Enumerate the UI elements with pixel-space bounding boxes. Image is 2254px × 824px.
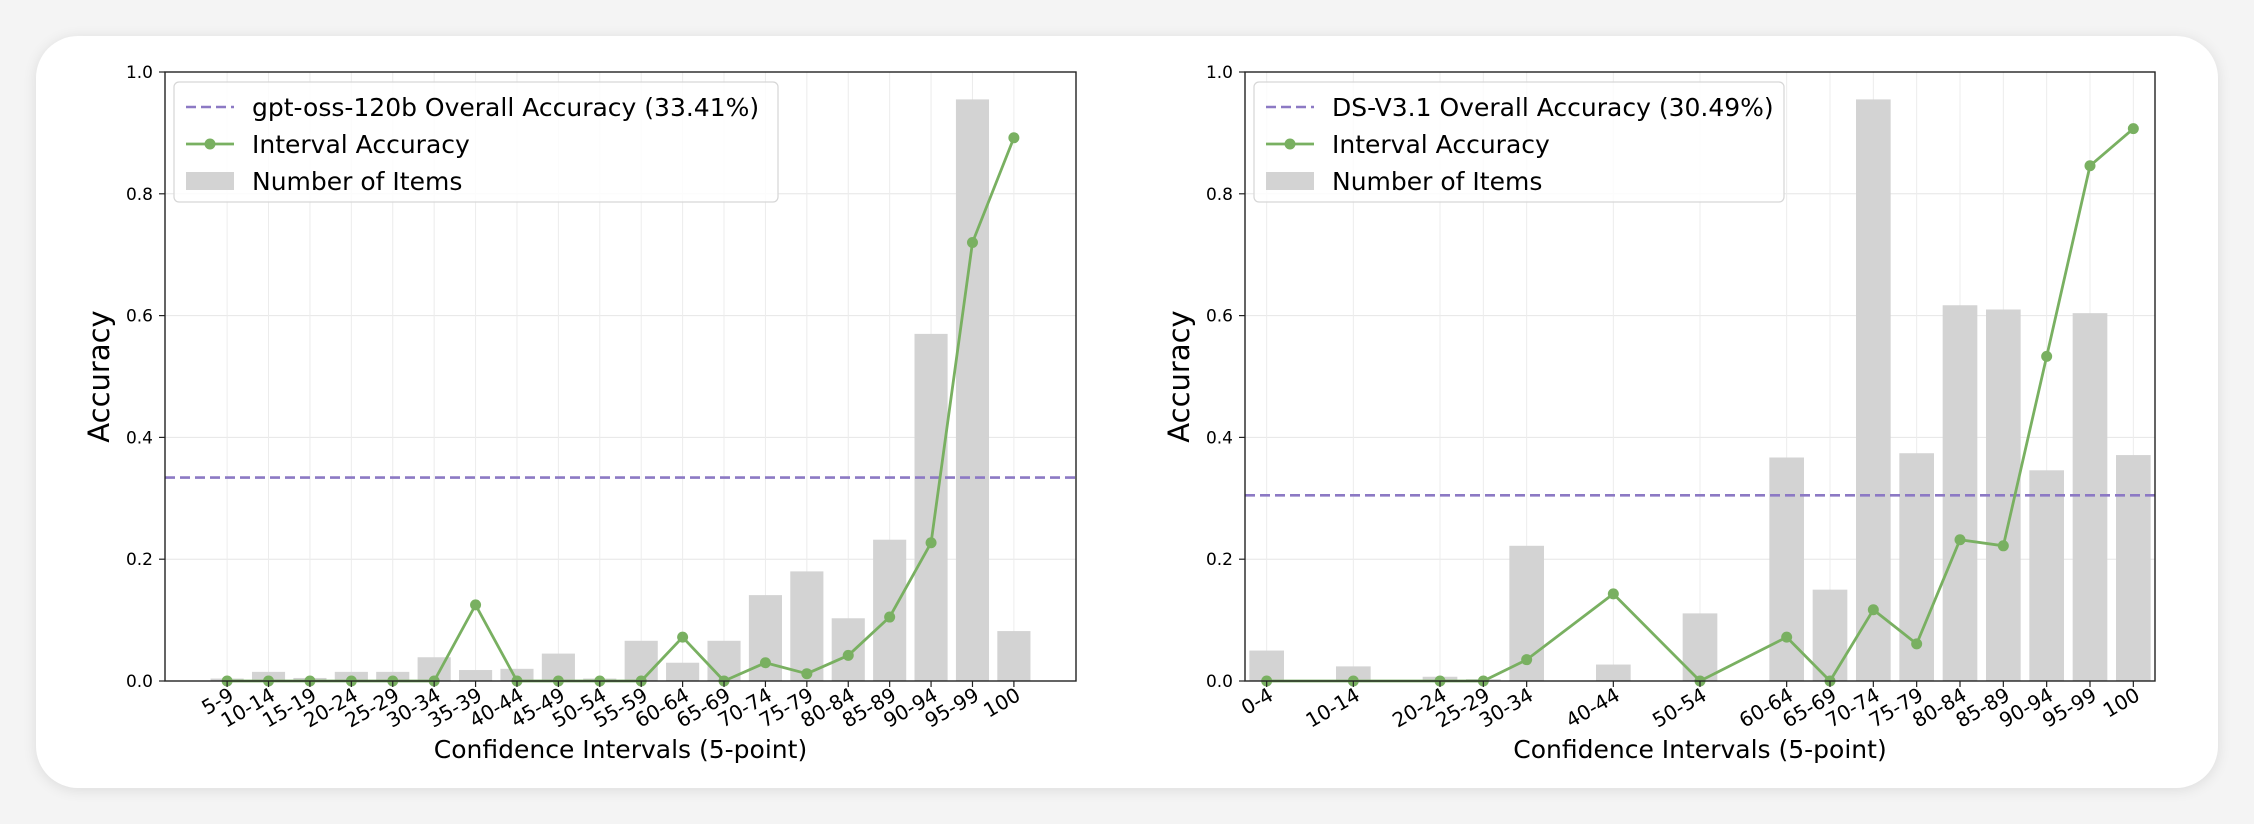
y-tick-label: 0.8 — [1206, 185, 1233, 205]
x-tick-label: 50-54 — [1648, 683, 1710, 733]
interval-accuracy-point-85-89 — [1997, 540, 2009, 552]
interval-accuracy-point-80-84 — [1954, 534, 1966, 546]
bars-number-of-items — [210, 99, 1031, 681]
legend-box — [173, 81, 779, 203]
bar-80-84 — [1942, 305, 1978, 681]
x-tick-label: 100 — [2099, 683, 2144, 723]
interval-accuracy-point-100 — [2127, 123, 2139, 135]
legend-box — [1253, 81, 1785, 203]
bar-75-79 — [790, 571, 824, 681]
interval-accuracy-point-95-99 — [966, 237, 978, 249]
legend-label: DS-V3.1 Overall Accuracy (30.49%) — [1332, 93, 1774, 122]
bar-80-84 — [831, 618, 865, 681]
y-tick-label: 0.6 — [1206, 307, 1233, 327]
bar-85-89 — [873, 539, 907, 681]
interval-accuracy-point-60-64 — [1781, 631, 1793, 643]
x-axis-label: Confidence Intervals (5-point) — [1513, 735, 1886, 764]
y-tick-label: 0.2 — [126, 550, 153, 570]
legend-label: Number of Items — [252, 167, 462, 196]
interval-accuracy-point-85-89 — [884, 611, 896, 623]
x-axis-label: Confidence Intervals (5-point) — [434, 735, 807, 764]
interval-accuracy-point-90-94 — [925, 537, 937, 549]
y-tick-label: 1.0 — [1206, 63, 1233, 83]
legend: DS-V3.1 Overall Accuracy (30.49%) Interva… — [1253, 81, 1785, 203]
legend-swatch-interval-marker — [204, 138, 216, 150]
bar-65-69 — [1812, 589, 1848, 681]
interval-accuracy-point-30-34 — [1521, 654, 1533, 666]
bars-number-of-items — [1249, 99, 2151, 681]
bar-95-99 — [2072, 313, 2108, 681]
interval-accuracy-point-90-94 — [2041, 350, 2053, 362]
chart-1: 0.00.20.40.60.81.05-910-1415-1920-2425-2… — [82, 63, 1077, 764]
bar-50-54 — [1682, 613, 1718, 681]
interval-accuracy-point-100 — [1008, 132, 1020, 144]
x-tick-label: 100 — [979, 683, 1024, 723]
y-tick-label: 0.0 — [126, 672, 153, 692]
axes-frame — [164, 71, 1077, 682]
chart-2: 0.00.20.40.60.81.00-4 10-14 20-2425-2930-3… — [1162, 63, 2156, 764]
legend: gpt-oss-120b Overall Accuracy (33.41%) In… — [173, 81, 779, 203]
legend-label: Interval Accuracy — [1332, 130, 1550, 159]
bar-70-74 — [1856, 99, 1891, 681]
interval-accuracy-point-40-44 — [1607, 588, 1619, 600]
legend-swatch-interval-marker — [1284, 138, 1296, 150]
legend-swatch-items — [186, 172, 234, 190]
interval-accuracy-point-95-99 — [2084, 160, 2096, 172]
y-tick-label: 0.4 — [126, 428, 153, 448]
bar-35-39 — [459, 670, 493, 681]
interval-accuracy-point-75-79 — [1911, 638, 1923, 650]
interval-accuracy-point-35-39 — [470, 599, 482, 611]
legend-label: gpt-oss-120b Overall Accuracy (33.41%) — [252, 93, 759, 122]
interval-accuracy-point-60-64 — [677, 631, 689, 643]
bar-10-14 — [1336, 666, 1371, 681]
bar-40-44 — [1596, 664, 1631, 681]
bar-40-44 — [500, 668, 534, 681]
y-tick-label: 0.8 — [126, 185, 153, 205]
bar-95-99 — [955, 99, 990, 681]
interval-accuracy-point-70-74 — [1867, 604, 1879, 616]
x-tick-label: 40-44 — [1561, 683, 1623, 733]
bar-90-94 — [2029, 470, 2064, 681]
x-tick-label: 10-14 — [1301, 683, 1363, 733]
bar-90-94 — [914, 333, 948, 681]
x-tick-label: 0-4 — [1237, 683, 1277, 720]
y-axis-label: Accuracy — [1162, 310, 1196, 442]
bar-100 — [2116, 455, 2151, 681]
interval-accuracy-point-70-74 — [759, 657, 771, 669]
bar-65-69 — [707, 640, 741, 681]
y-tick-label: 1.0 — [126, 63, 153, 83]
bar-100 — [997, 631, 1031, 681]
legend-label: Interval Accuracy — [252, 130, 470, 159]
y-tick-label: 0.0 — [1206, 672, 1233, 692]
bar-60-64 — [666, 662, 700, 681]
y-tick-label: 0.2 — [1206, 550, 1233, 570]
y-axis-label: Accuracy — [82, 310, 116, 442]
bar-55-59 — [624, 640, 658, 681]
legend-label: Number of Items — [1332, 167, 1542, 196]
y-tick-label: 0.6 — [126, 307, 153, 327]
y-tick-label: 0.4 — [1206, 428, 1233, 448]
interval-accuracy-point-75-79 — [801, 668, 813, 680]
legend-swatch-items — [1266, 172, 1314, 190]
interval-accuracy-point-80-84 — [842, 649, 854, 661]
